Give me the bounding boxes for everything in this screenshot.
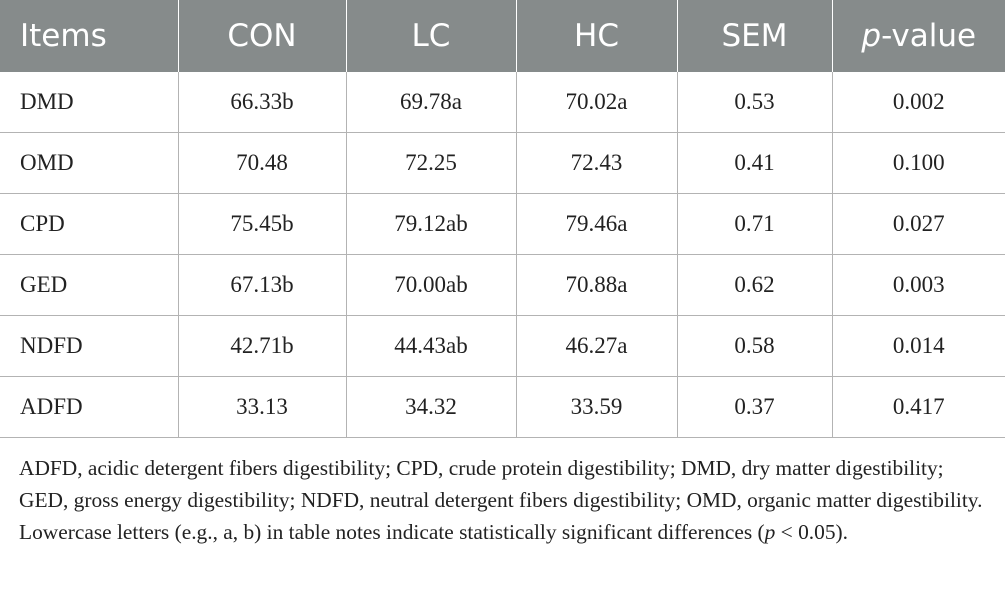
cell-con: 75.45b (177, 193, 346, 255)
cell-p-value: 0.027 (831, 193, 1005, 255)
cell-con: 67.13b (177, 254, 346, 316)
cell-p-value: 0.003 (831, 254, 1005, 316)
cell-lc: 70.00ab (345, 254, 516, 316)
cell-con: 70.48 (177, 132, 346, 194)
table-row: DMD 66.33b 69.78a 70.02a 0.53 0.002 (0, 72, 1005, 133)
p-value-suffix: -value (881, 18, 977, 54)
cell-sem: 0.62 (676, 254, 832, 316)
cell-item: ADFD (0, 376, 178, 438)
cell-item: CPD (0, 193, 178, 255)
cell-lc: 72.25 (345, 132, 516, 194)
cell-p-value: 0.014 (831, 315, 1005, 377)
cell-p-value: 0.417 (831, 376, 1005, 438)
p-symbol: p (861, 18, 882, 54)
footnote-p-symbol: p (764, 520, 776, 544)
footnote-threshold: < 0.05). (775, 520, 848, 544)
cell-sem: 0.71 (676, 193, 832, 255)
cell-lc: 69.78a (345, 72, 516, 133)
header-sem: SEM (676, 0, 832, 72)
table-header-row: Items CON LC HC SEM p-value (0, 0, 1005, 72)
cell-con: 42.71b (177, 315, 346, 377)
footnote-text: ADFD, acidic detergent fibers digestibil… (19, 456, 983, 544)
cell-item: OMD (0, 132, 178, 194)
cell-p-value: 0.100 (831, 132, 1005, 194)
header-con: CON (177, 0, 346, 72)
cell-sem: 0.53 (676, 72, 832, 133)
cell-item: DMD (0, 72, 178, 133)
cell-sem: 0.41 (676, 132, 832, 194)
table-row: GED 67.13b 70.00ab 70.88a 0.62 0.003 (0, 254, 1005, 316)
cell-hc: 70.88a (515, 254, 677, 316)
cell-hc: 79.46a (515, 193, 677, 255)
header-hc: HC (515, 0, 677, 72)
header-items: Items (0, 0, 178, 72)
data-table-container: Items CON LC HC SEM p-value DMD 66.33b 6… (0, 0, 1005, 438)
cell-hc: 46.27a (515, 315, 677, 377)
table-row: OMD 70.48 72.25 72.43 0.41 0.100 (0, 132, 1005, 194)
cell-con: 66.33b (177, 72, 346, 133)
cell-hc: 70.02a (515, 72, 677, 133)
cell-lc: 34.32 (345, 376, 516, 438)
header-p-value: p-value (831, 0, 1005, 72)
cell-sem: 0.37 (676, 376, 832, 438)
cell-hc: 33.59 (515, 376, 677, 438)
cell-lc: 44.43ab (345, 315, 516, 377)
cell-item: NDFD (0, 315, 178, 377)
table-row: CPD 75.45b 79.12ab 79.46a 0.71 0.027 (0, 193, 1005, 255)
digestibility-table: Items CON LC HC SEM p-value DMD 66.33b 6… (0, 0, 1005, 438)
cell-p-value: 0.002 (831, 72, 1005, 133)
table-row: NDFD 42.71b 44.43ab 46.27a 0.58 0.014 (0, 315, 1005, 377)
cell-con: 33.13 (177, 376, 346, 438)
table-row: ADFD 33.13 34.32 33.59 0.37 0.417 (0, 376, 1005, 438)
cell-item: GED (0, 254, 178, 316)
cell-lc: 79.12ab (345, 193, 516, 255)
cell-sem: 0.58 (676, 315, 832, 377)
table-footnote: ADFD, acidic detergent fibers digestibil… (19, 452, 994, 548)
header-lc: LC (345, 0, 516, 72)
cell-hc: 72.43 (515, 132, 677, 194)
